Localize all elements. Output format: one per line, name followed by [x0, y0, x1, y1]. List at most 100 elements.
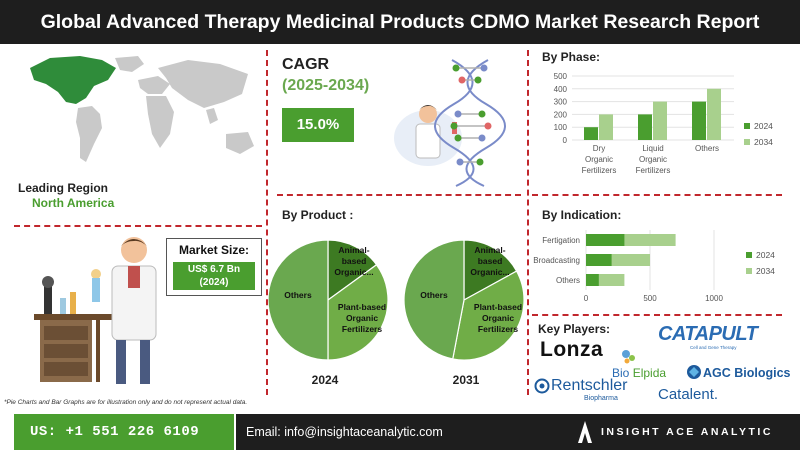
divider-left-h — [14, 225, 262, 227]
pie-label-plant: Fertilizers — [342, 324, 382, 334]
y-tick-label: 100 — [554, 123, 568, 132]
x-tick-label: Dry — [593, 144, 605, 153]
catapult-tagline: Cell and Gene Therapy — [690, 345, 737, 350]
email-link[interactable]: Email: info@insightaceanalytic.com — [246, 425, 443, 439]
pie-label-plant: Organic — [346, 313, 378, 323]
y-tick-label: Fertigation — [542, 236, 580, 245]
pie-label-plant: Fertilizers — [478, 324, 518, 334]
by-product-title: By Product : — [282, 208, 354, 222]
dna-scientist-illustration — [394, 59, 506, 187]
phase-bar-chart: 0 100 200 300 400 500 Dry Organic Fertilizers Liq… — [554, 72, 774, 175]
x-tick-label: Organic — [639, 155, 667, 164]
world-map-icon — [30, 56, 254, 162]
indication-bar-2024 — [586, 254, 612, 266]
catalent-logo: Catalent. — [658, 386, 719, 403]
pie-slice-plant — [452, 270, 525, 361]
cagr-value: 15.0% — [282, 108, 354, 142]
rentschler-logo: Rentschler — [551, 377, 628, 394]
bioelpida-bio: Bio — [612, 366, 630, 380]
y-tick-label: 300 — [554, 98, 568, 107]
y-tick-label: 0 — [563, 136, 568, 145]
divider-right-h1 — [532, 194, 782, 196]
header-bar: Global Advanced Therapy Medicinal Produc… — [0, 0, 800, 44]
x-tick-label: Others — [695, 144, 719, 153]
cagr-label: CAGR — [282, 56, 330, 73]
key-players-title: Key Players: — [538, 322, 611, 336]
catapult-logo: CATAPULT — [658, 323, 758, 345]
y-tick-label: Broadcasting — [533, 256, 580, 265]
pie-slice-animal — [327, 239, 378, 302]
pie-slice-plant — [327, 263, 389, 361]
legend-swatch-2024 — [744, 123, 750, 129]
phase-bar-2034 — [653, 101, 667, 140]
indication-bar-chart: 0 500 1000 Fertigation Broadcasting Others 202… — [533, 230, 775, 303]
x-tick-label: Fertilizers — [582, 166, 617, 175]
x-tick-label: 1000 — [705, 294, 723, 303]
legend-label-2024: 2024 — [754, 121, 773, 131]
phone-bar[interactable]: US: +1 551 226 6109 — [14, 414, 234, 450]
x-tick-label: 0 — [584, 294, 589, 303]
divider-left — [266, 50, 268, 395]
y-tick-label: 500 — [554, 72, 568, 81]
legend-swatch-2034 — [746, 268, 752, 274]
market-size-year: (2024) — [199, 277, 229, 288]
bioelpida-logo: Bio Elpida — [612, 366, 666, 380]
divider-right — [527, 50, 529, 395]
legend-swatch-2024 — [746, 252, 752, 258]
indication-bar-2024 — [586, 274, 599, 286]
market-size-label: Market Size: — [178, 243, 250, 257]
pie-label-others: Others — [420, 290, 448, 300]
y-tick-label: 200 — [554, 110, 568, 119]
by-phase-title: By Phase: — [542, 50, 601, 64]
leading-region-value: North America — [32, 196, 115, 210]
divider-right-h2 — [532, 314, 782, 316]
x-tick-label: Liquid — [642, 144, 663, 153]
insightace-logo-icon — [578, 421, 592, 443]
lonza-logo: Lonza — [540, 338, 604, 361]
pie-label-plant: Plant-based — [338, 302, 386, 312]
phone-number[interactable]: US: +1 551 226 6109 — [30, 424, 200, 440]
pie-label-animal: Organic... — [470, 267, 509, 277]
legend-swatch-2034 — [744, 139, 750, 145]
footer-bar — [236, 414, 800, 450]
pie-slice-others — [403, 239, 465, 360]
bioelpida-elpida: Elpida — [632, 366, 667, 380]
legend-label-2024: 2024 — [756, 250, 775, 260]
x-tick-label: Organic — [585, 155, 613, 164]
legend-label-2034: 2034 — [754, 137, 773, 147]
divider-mid-h — [277, 194, 521, 196]
y-tick-label: 400 — [554, 85, 568, 94]
pie-label-animal: Animal- — [474, 245, 505, 255]
pie-2024-year-label: 2024 — [312, 373, 339, 387]
agc-biologics-logo: AGC Biologics — [703, 366, 791, 380]
brand-name: INSIGHT ACE ANALYTIC — [601, 426, 773, 438]
cagr-years: (2025-2034) — [282, 77, 370, 94]
x-tick-label: 500 — [643, 294, 657, 303]
indication-bar-2024 — [586, 234, 625, 246]
phase-bar-2034 — [707, 88, 721, 140]
phase-bar-2024 — [584, 127, 598, 140]
pie-label-animal: based — [478, 256, 503, 266]
pie-slice-animal — [463, 239, 518, 302]
x-tick-label: Fertilizers — [636, 166, 671, 175]
pie-label-plant: Plant-based — [474, 302, 522, 312]
pie-2031-year-label: 2031 — [453, 373, 480, 387]
market-size-amount: US$ 6.7 Bn — [187, 264, 241, 275]
pie-slice-others — [268, 239, 329, 361]
by-indication-title: By Indication: — [542, 208, 622, 222]
bioelpida-icon — [622, 350, 635, 364]
pie-label-animal: based — [342, 256, 367, 266]
pie-label-animal: Organic... — [334, 267, 373, 277]
rentschler-tagline: Biopharma — [584, 395, 618, 402]
phase-bar-2034 — [599, 114, 613, 140]
pie-label-others: Others — [284, 290, 312, 300]
leading-region-label: Leading Region — [18, 181, 108, 195]
report-title: Global Advanced Therapy Medicinal Produc… — [40, 11, 760, 33]
scientist-illustration — [34, 237, 157, 384]
market-size-value: US$ 6.7 Bn (2024) — [173, 262, 255, 290]
product-pie-charts: Animal-basedOrganic...Plant-basedOrganic… — [268, 239, 525, 387]
pie-label-animal: Animal- — [338, 245, 369, 255]
footnote: *Pie Charts and Bar Graphs are for illus… — [4, 399, 248, 406]
